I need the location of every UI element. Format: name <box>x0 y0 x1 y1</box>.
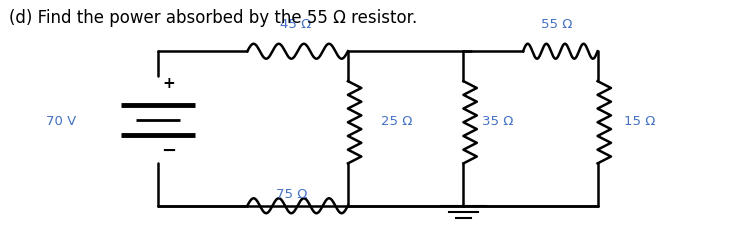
Text: 25 Ω: 25 Ω <box>381 114 413 128</box>
Text: 15 Ω: 15 Ω <box>624 114 655 128</box>
Text: 55 Ω: 55 Ω <box>541 18 572 31</box>
Text: (d) Find the power absorbed by the 55 Ω resistor.: (d) Find the power absorbed by the 55 Ω … <box>9 9 417 27</box>
Text: +: + <box>162 76 176 91</box>
Text: 75 Ω: 75 Ω <box>276 188 307 201</box>
Text: −: − <box>162 142 177 160</box>
Text: 35 Ω: 35 Ω <box>482 114 513 128</box>
Text: 45 Ω: 45 Ω <box>280 18 311 31</box>
Text: 70 V: 70 V <box>46 114 76 128</box>
